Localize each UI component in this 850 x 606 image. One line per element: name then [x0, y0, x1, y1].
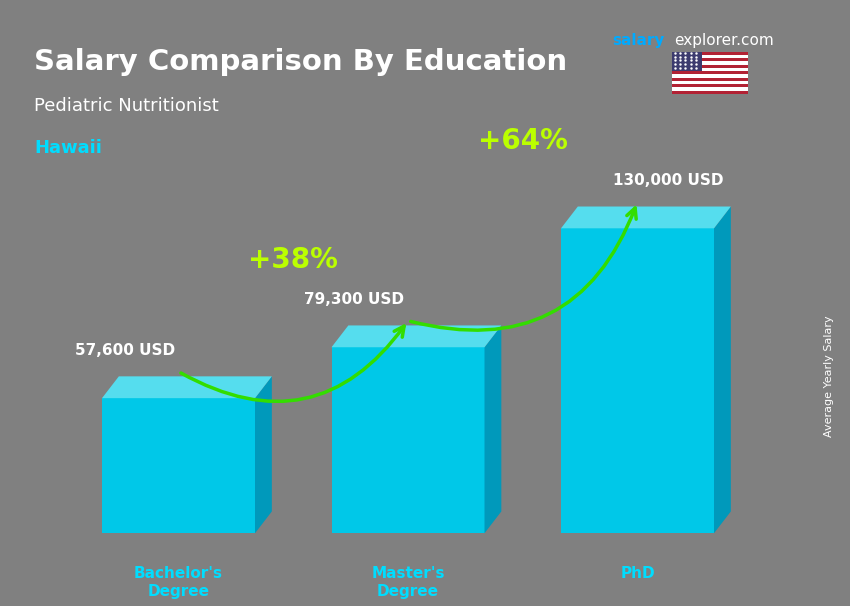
Bar [672, 91, 748, 94]
Text: +38%: +38% [248, 246, 338, 274]
Polygon shape [561, 207, 731, 228]
Text: Hawaii: Hawaii [34, 139, 102, 158]
Bar [672, 68, 748, 71]
Polygon shape [484, 325, 501, 533]
Bar [672, 65, 748, 68]
Text: Salary Comparison By Education: Salary Comparison By Education [34, 48, 567, 76]
Text: salary: salary [612, 33, 665, 48]
Polygon shape [714, 207, 731, 533]
Text: Master's
Degree: Master's Degree [371, 566, 445, 599]
Text: +64%: +64% [478, 127, 568, 155]
Text: 130,000 USD: 130,000 USD [613, 173, 723, 188]
Polygon shape [102, 398, 255, 533]
Text: Bachelor's
Degree: Bachelor's Degree [134, 566, 223, 599]
Bar [672, 58, 748, 61]
Text: 57,600 USD: 57,600 USD [75, 342, 175, 358]
Bar [672, 52, 748, 55]
Bar [672, 87, 748, 91]
Bar [672, 81, 748, 84]
Polygon shape [102, 376, 272, 398]
Bar [672, 55, 748, 58]
Polygon shape [332, 325, 502, 347]
Text: explorer.com: explorer.com [674, 33, 774, 48]
Text: Pediatric Nutritionist: Pediatric Nutritionist [34, 97, 218, 115]
Polygon shape [255, 376, 272, 533]
Bar [672, 75, 748, 78]
Bar [672, 84, 748, 87]
Text: Average Yearly Salary: Average Yearly Salary [824, 315, 834, 436]
Polygon shape [561, 228, 714, 533]
Bar [672, 61, 748, 65]
Text: 79,300 USD: 79,300 USD [304, 291, 405, 307]
Bar [672, 52, 702, 71]
Polygon shape [332, 347, 484, 533]
Bar [672, 78, 748, 81]
Text: PhD: PhD [620, 566, 654, 581]
Bar [672, 71, 748, 75]
